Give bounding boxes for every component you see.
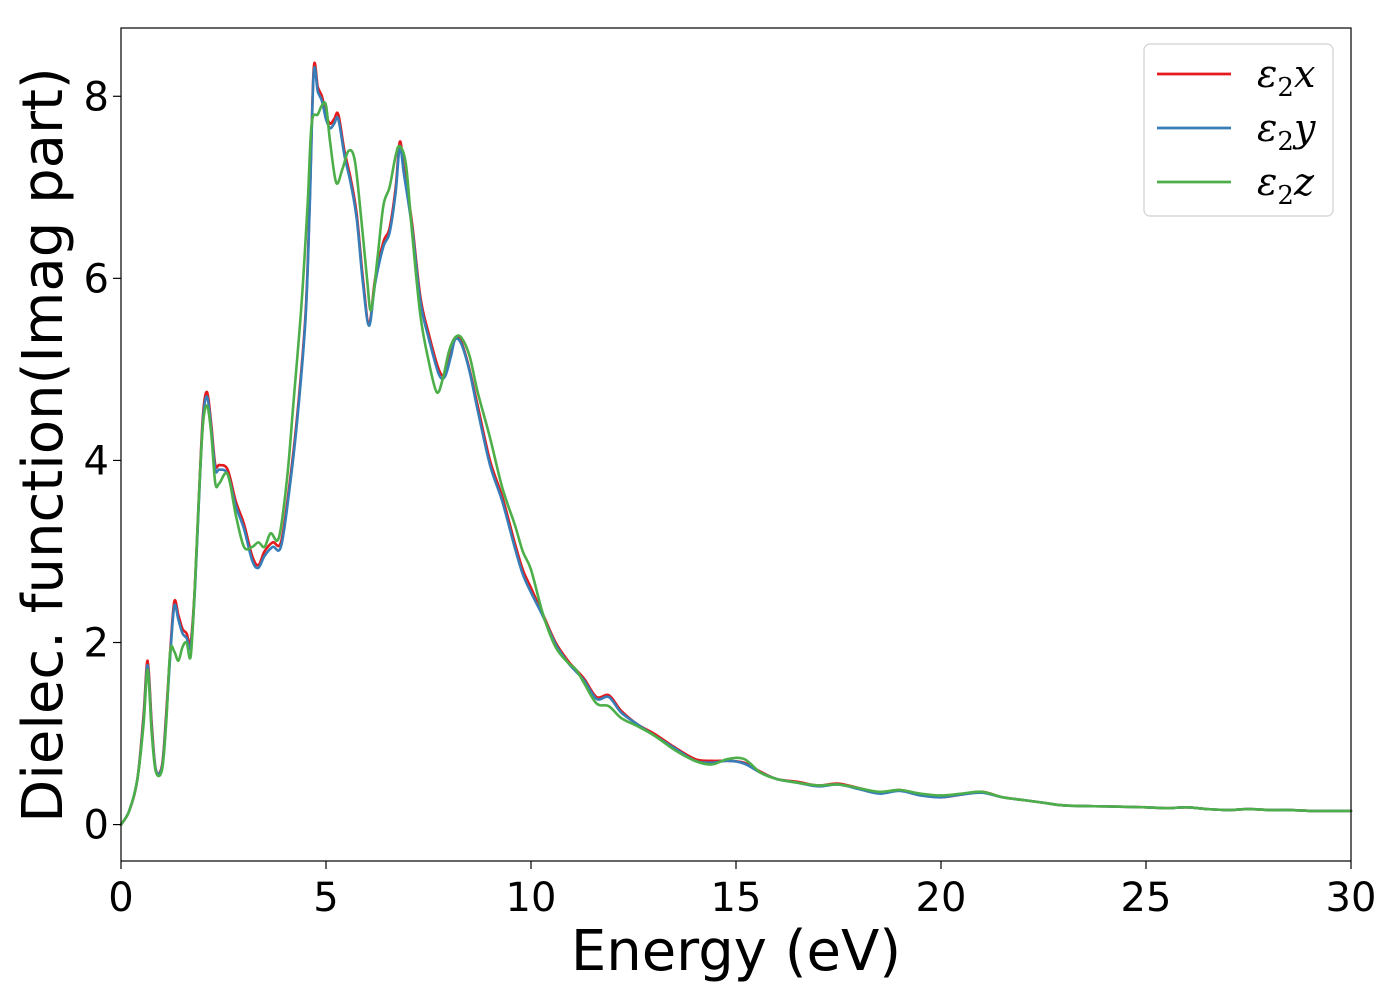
legend-box — [1143, 43, 1334, 217]
x-tick-label: 0 — [108, 875, 133, 921]
y-tick-label: 0 — [84, 803, 109, 849]
legend-label-x: ε2x — [1257, 52, 1315, 103]
series-line-y — [119, 66, 1353, 826]
y-tick-label: 2 — [84, 621, 109, 667]
x-tick-label: 25 — [1121, 875, 1172, 921]
y-axis-label: Dielec. function(Imag part) — [11, 67, 76, 823]
x-tick-label: 10 — [506, 875, 557, 921]
x-ticks: 0 5 10 15 20 25 30 — [108, 861, 1376, 921]
legend-label-y: ε2y — [1257, 106, 1316, 157]
series-layer — [119, 61, 1353, 826]
y-tick-label: 4 — [84, 438, 109, 484]
y-ticks: 0 2 4 6 8 — [84, 74, 121, 849]
y-tick-label: 8 — [84, 74, 109, 120]
x-axis-label: Energy (eV) — [571, 919, 901, 984]
y-tick-label: 6 — [84, 256, 109, 302]
x-tick-label: 5 — [313, 875, 338, 921]
x-tick-label: 15 — [711, 875, 762, 921]
x-tick-label: 20 — [916, 875, 967, 921]
x-tick-label: 30 — [1326, 875, 1377, 921]
series-line-z — [119, 101, 1353, 826]
legend-label-z: ε2z — [1257, 160, 1315, 211]
